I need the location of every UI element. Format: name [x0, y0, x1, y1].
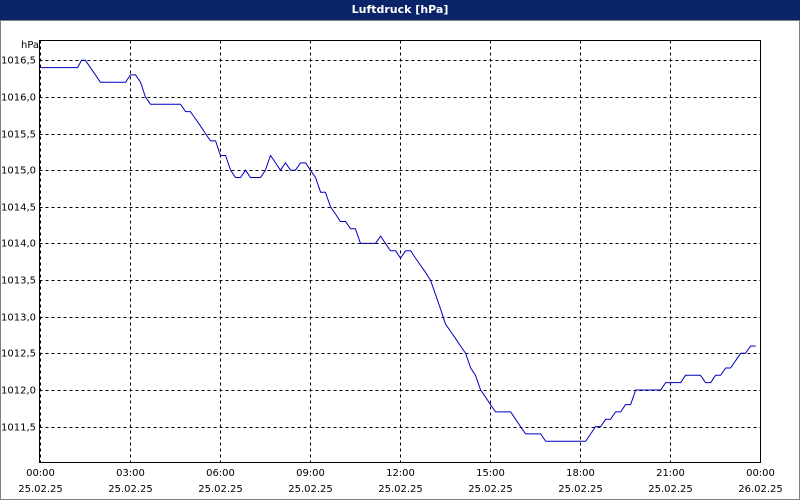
y-tick-label: 1013,5: [1, 276, 36, 287]
y-tick-label: 1014,5: [1, 203, 36, 214]
x-tick-date: 26.02.25: [738, 484, 783, 495]
x-tick-label: 15:00: [476, 468, 505, 479]
x-tick-date: 25.02.25: [468, 484, 513, 495]
y-tick-label: 1014,0: [1, 239, 36, 250]
x-tick-date: 25.02.25: [288, 484, 333, 495]
data-line: [39, 59, 756, 442]
title-bar: [0, 0, 800, 20]
x-tick-label: 03:00: [116, 468, 145, 479]
y-tick-label: 1016,0: [1, 93, 36, 104]
y-tick-label: 1012,0: [1, 386, 36, 397]
x-tick-date: 25.02.25: [198, 484, 243, 495]
x-tick-date: 25.02.25: [378, 484, 423, 495]
x-tick-date: 25.02.25: [108, 484, 153, 495]
y-unit: hPa: [21, 40, 39, 51]
y-tick-label: 1016,5: [1, 56, 36, 67]
y-tick-label: 1013,0: [1, 313, 36, 324]
y-tick-label: 1011,5: [1, 423, 36, 434]
x-tick-label: 09:00: [296, 468, 325, 479]
x-tick-label: 00:00: [746, 468, 775, 479]
x-tick-label: 18:00: [566, 468, 595, 479]
x-tick-date: 25.02.25: [648, 484, 693, 495]
y-tick-label: 1012,5: [1, 349, 36, 360]
y-tick-label: 1015,0: [1, 166, 36, 177]
x-tick-label: 12:00: [386, 468, 415, 479]
x-tick-label: 21:00: [656, 468, 685, 479]
x-tick-label: 00:00: [26, 468, 55, 479]
x-tick-date: 25.02.25: [558, 484, 603, 495]
x-tick-label: 06:00: [206, 468, 235, 479]
x-tick-date: 25.02.25: [18, 484, 63, 495]
y-tick-label: 1015,5: [1, 130, 36, 141]
chart-title: Luftdruck [hPa]: [352, 3, 449, 16]
